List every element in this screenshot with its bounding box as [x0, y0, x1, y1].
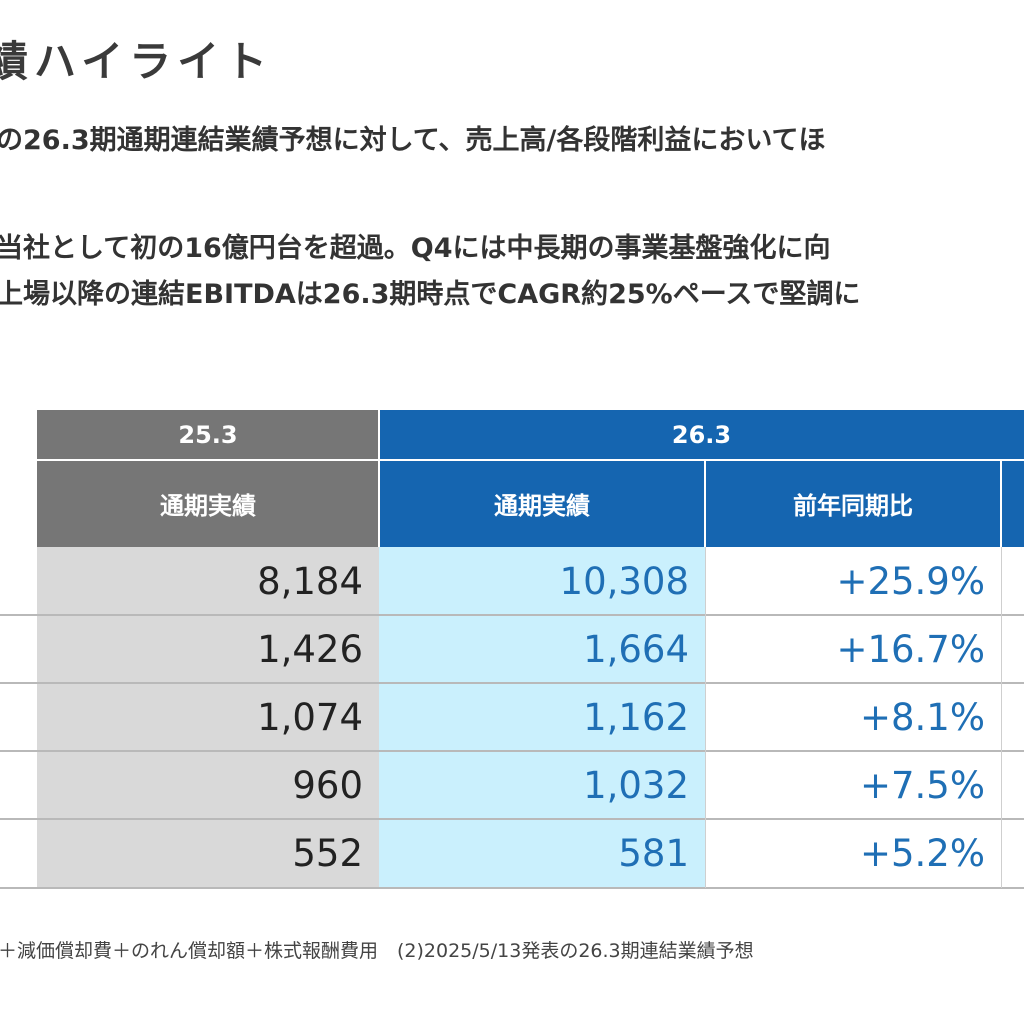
column-divider: [705, 547, 706, 888]
row-divider: [0, 614, 1024, 616]
row-5-cur-actual: 581: [379, 819, 705, 888]
row-4-cur-actual: 1,032: [379, 751, 705, 819]
slide-title: 績ハイライト: [0, 37, 274, 86]
row-3-yoy: +8.1%: [705, 683, 1001, 751]
row-divider: [0, 818, 1024, 820]
header-cut-off-column: [1001, 460, 1024, 547]
row-2-prev-actual: 1,426: [37, 615, 379, 683]
row-divider: [0, 750, 1024, 752]
header-divider: [37, 459, 379, 461]
row-3-prev-actual: 1,074: [37, 683, 379, 751]
row-1-prev-actual: 8,184: [37, 547, 379, 615]
row-5-yoy: +5.2%: [705, 819, 1001, 888]
header-cur-actual: 通期実績: [379, 460, 705, 547]
header-period-cur: 26.3: [379, 410, 1024, 460]
header-divider: [379, 459, 1024, 461]
lead-text-line-2: 当社として初の16億円台を超過。Q4には中長期の事業基盤強化に向: [0, 233, 831, 264]
header-period-prev: 25.3: [37, 410, 379, 460]
lead-text-line-1: の26.3期通期連結業績予想に対して、売上高/各段階利益においてほ: [0, 125, 826, 156]
row-2-cur-actual: 1,664: [379, 615, 705, 683]
row-1-yoy: +25.9%: [705, 547, 1001, 615]
column-divider: [1001, 547, 1002, 888]
row-divider: [0, 682, 1024, 684]
header-divider: [378, 410, 380, 547]
header-divider: [704, 460, 706, 547]
row-5-prev-actual: 552: [37, 819, 379, 888]
row-divider: [0, 887, 1024, 889]
row-4-prev-actual: 960: [37, 751, 379, 819]
row-1-cur-actual: 10,308: [379, 547, 705, 615]
row-4-yoy: +7.5%: [705, 751, 1001, 819]
row-3-cur-actual: 1,162: [379, 683, 705, 751]
lead-text-line-3: 上場以降の連結EBITDAは26.3期時点でCAGR約25%ペースで堅調に: [0, 279, 861, 310]
header-divider: [1000, 460, 1002, 547]
header-prev-actual: 通期実績: [37, 460, 379, 547]
row-2-yoy: +16.7%: [705, 615, 1001, 683]
footnote: ＋減価償却費＋のれん償却額＋株式報酬費用 (2)2025/5/13発表の26.3…: [0, 940, 754, 962]
results-table: 25.3 26.3 通期実績 通期実績 前年同期比 8,184 10,308 +…: [0, 410, 1024, 890]
header-yoy: 前年同期比: [705, 460, 1001, 547]
